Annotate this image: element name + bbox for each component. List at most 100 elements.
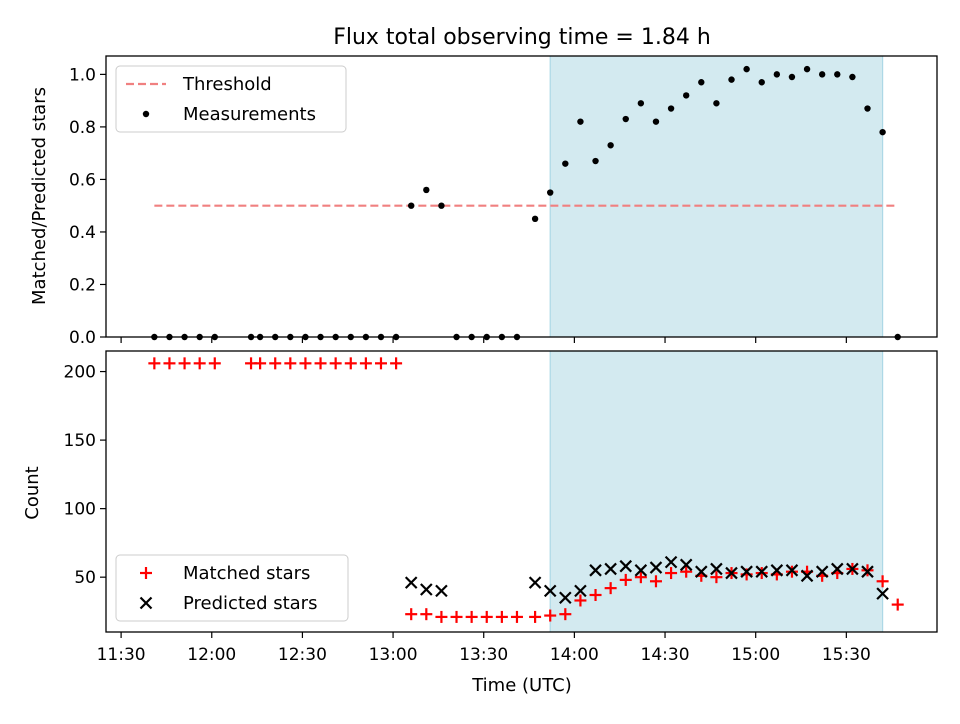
x-tick-label: 13:30	[459, 645, 508, 665]
legend-matched-swatch	[140, 567, 152, 579]
legend-measurement-swatch	[142, 110, 150, 118]
y-tick-label: 150	[64, 431, 96, 451]
predicted-stars-point	[815, 565, 829, 578]
legend: Threshold Measurements	[115, 65, 347, 133]
predicted-stars-point	[589, 564, 602, 577]
predicted-stars-point-b	[740, 565, 753, 578]
measurement-point	[622, 115, 629, 123]
matched-stars-point	[163, 357, 176, 370]
observing-window-shade	[550, 351, 883, 632]
x-tick-label: 12:00	[187, 645, 236, 665]
measurement-point	[698, 79, 705, 86]
matched-stars-point	[344, 357, 357, 370]
legend-label: Measurements	[183, 104, 316, 125]
axes-frame	[105, 55, 938, 338]
matched-stars-point	[374, 357, 387, 370]
predicted-stars-point	[861, 565, 874, 578]
y-tick-label: 0.2	[69, 275, 96, 295]
predicted-stars-point-b	[831, 562, 844, 576]
matched-stars-point	[435, 610, 448, 623]
y-tick-label: 100	[64, 500, 96, 520]
x-tick-label: 14:00	[550, 645, 599, 665]
matched-stars-point	[329, 357, 342, 370]
measurement-point	[879, 128, 886, 136]
chart-title: Flux total observing time = 1.84 h	[333, 25, 711, 50]
measurement-point	[423, 186, 430, 194]
measurement-point	[531, 215, 539, 223]
measurement-point	[408, 202, 415, 209]
x-tick-label: 15:00	[731, 645, 780, 665]
predicted-stars-point	[559, 591, 572, 605]
predicted-stars-point	[604, 562, 617, 576]
matched-stars-point	[193, 357, 206, 370]
predicted-stars-point	[679, 558, 693, 572]
measurement-point	[773, 71, 781, 78]
bottom-panel: 50 100 150 200 11:30 12:00 12:30 13:00 13:30 14:0…	[64, 350, 938, 665]
matched-stars-point	[574, 594, 587, 607]
measurement-point	[667, 105, 675, 112]
matched-stars-point	[359, 357, 372, 370]
matched-stars-point	[495, 610, 508, 623]
legend-box	[115, 65, 347, 133]
predicted-stars-point	[695, 565, 708, 578]
matched-stars-point	[148, 357, 161, 370]
matched-stars-point	[269, 357, 282, 370]
measurement-point	[864, 105, 871, 112]
matched-stars-point	[510, 610, 523, 623]
predicted-stars-point-b	[589, 564, 602, 577]
bottom-y-axis-label: Count	[22, 466, 43, 519]
top-panel: 0.0 0.2 0.4 0.6 0.8 1.0 Threshold Measurements	[69, 55, 938, 348]
y-tick-label: 0.4	[69, 223, 96, 243]
predicted-stars-point	[574, 584, 587, 598]
legend-predicted-swatch	[139, 596, 153, 610]
predicted-stars-point-b	[543, 584, 557, 598]
top-y-axis-label: Matched/Predicted stars	[29, 87, 50, 305]
predicted-stars-point	[785, 564, 799, 577]
measurement-point	[803, 65, 811, 73]
predicted-stars-point	[543, 584, 557, 598]
measurement-point	[547, 189, 554, 196]
predicted-stars-point-b	[528, 576, 542, 589]
measurement-point	[682, 92, 690, 99]
predicted-stars-point-b	[435, 584, 448, 598]
predicted-stars-point	[725, 566, 738, 580]
y-tick-label: 0.6	[69, 170, 96, 190]
predicted-stars-point	[710, 562, 723, 576]
predicted-stars-point	[846, 562, 859, 576]
matched-stars-point	[420, 608, 433, 621]
x-tick-label: 12:30	[278, 645, 327, 665]
y-tick-label: 200	[64, 363, 96, 383]
matched-stars-point	[529, 610, 542, 623]
matched-stars-point	[710, 571, 723, 584]
predicted-stars-point-b	[800, 569, 814, 583]
x-tick-label: 15:30	[822, 645, 871, 665]
matched-stars-point	[254, 357, 267, 370]
matched-stars-point	[891, 598, 904, 611]
x-tick-label: 11:30	[97, 645, 146, 665]
measurement-point	[849, 73, 856, 81]
measurement-point	[577, 118, 584, 125]
predicted-stars-point	[404, 576, 418, 589]
measurement-point	[607, 142, 614, 149]
legend-box	[115, 554, 349, 622]
predicted-stars-point	[770, 564, 784, 577]
matched-stars-point	[208, 357, 221, 370]
predicted-stars-point	[740, 565, 753, 578]
legend-label: Predicted stars	[183, 593, 317, 614]
predicted-stars-point-b	[404, 576, 418, 589]
x-tick-label: 13:00	[369, 645, 418, 665]
matched-stars-point	[649, 575, 662, 588]
predicted-stars-point-b	[755, 565, 769, 578]
matched-stars-point	[634, 571, 647, 584]
legend-label: Matched stars	[183, 563, 310, 584]
measurement-point	[728, 76, 735, 83]
measurement-point	[818, 71, 826, 78]
predicted-stars-point	[435, 584, 448, 598]
matched-stars-point	[544, 609, 557, 622]
matched-stars-point	[314, 357, 327, 370]
measurement-point	[743, 65, 750, 73]
matched-stars-point	[480, 610, 493, 623]
predicted-stars-point-b	[679, 558, 693, 572]
matched-stars-point	[465, 610, 478, 623]
